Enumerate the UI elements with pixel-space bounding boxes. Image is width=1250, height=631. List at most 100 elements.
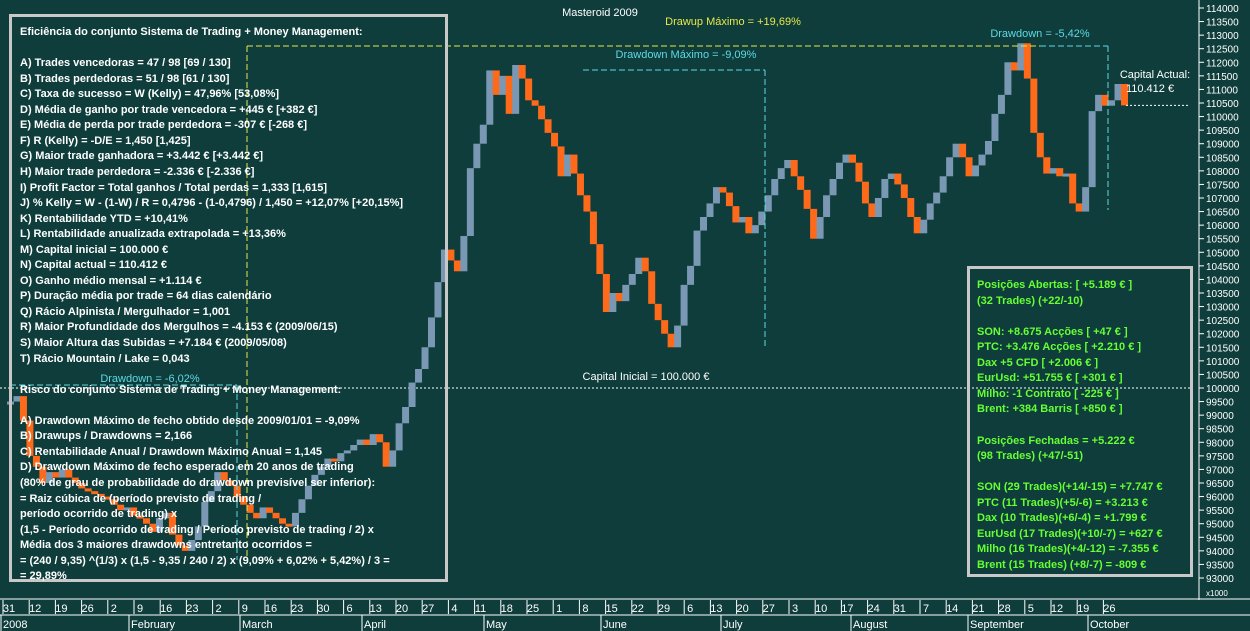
y-tick-label: 96500 (1206, 479, 1234, 490)
equity-bar (765, 195, 772, 211)
x-day-label: 4 (451, 603, 457, 615)
drawdown-recent-label: Drawdown = -5,42% (990, 28, 1090, 40)
y-tick-label: 105500 (1206, 235, 1240, 246)
position-line: EurUsd: +51.755 € [ +301 € ] (977, 371, 1123, 387)
x-day-label: 13 (710, 603, 722, 615)
x-day-label: 30 (317, 603, 329, 615)
efficiency-line: Risco do conjunto Sistema de Trading + M… (20, 383, 341, 399)
equity-bar (836, 163, 843, 179)
equity-bar (907, 198, 914, 217)
equity-bar (914, 217, 921, 233)
efficiency-line: = (240 / 9,35) ^(1/3) x (1,5 - 9,35 / 24… (20, 554, 390, 570)
equity-bar (979, 155, 986, 166)
equity-bar (603, 274, 610, 312)
efficiency-line: N) Capital actual = 110.412 € (20, 258, 167, 274)
y-tick-label: 113000 (1206, 31, 1239, 42)
efficiency-line: Q) Rácio Alpinista / Mergulhador = 1,001 (20, 305, 230, 321)
equity-bar (940, 176, 947, 192)
equity-bar (849, 155, 856, 163)
efficiency-line: J) % Kelly = W - (1-W) / R = 0,4796 - (1… (20, 196, 403, 212)
x-day-label: 19 (55, 603, 67, 615)
y-tick-label: 104500 (1206, 262, 1240, 273)
x-day-label: 15 (605, 603, 617, 615)
equity-bar (460, 236, 467, 271)
x-day-label: 12 (1051, 603, 1063, 615)
position-line: Brent: +384 Barris [ +850 € ] (977, 402, 1123, 418)
x-day-label: 25 (527, 603, 539, 615)
x-day-label: 26 (1103, 603, 1115, 615)
y-scale-label: x1000 (1206, 589, 1228, 598)
efficiency-line: K) Rentabilidade YTD = +10,41% (20, 212, 188, 228)
y-tick-label: 97500 (1206, 452, 1234, 463)
x-day-label: 20 (736, 603, 748, 615)
equity-bar (1024, 43, 1031, 78)
efficiency-line: D) Média de ganho por trade vencedora = … (20, 103, 317, 119)
y-tick-label: 101500 (1206, 343, 1240, 354)
equity-bar (1011, 62, 1018, 70)
x-day-label: 20 (396, 603, 408, 615)
equity-bar (1095, 95, 1102, 111)
x-day-label: 1 (556, 603, 562, 615)
equity-bar (687, 266, 694, 285)
equity-bar (1063, 174, 1070, 177)
y-tick-label: 108500 (1206, 153, 1240, 164)
y-tick-label: 99500 (1206, 398, 1234, 409)
position-line: PTC: +3.476 Acções [ +2.210 € ] (977, 340, 1141, 356)
equity-bar (629, 274, 636, 285)
equity-bar (843, 155, 850, 163)
equity-bar (706, 203, 713, 217)
x-month-label: July (723, 619, 743, 631)
efficiency-line: = 29,89% (20, 569, 67, 585)
x-day-label: 14 (946, 603, 958, 615)
y-tick-label: 106500 (1206, 208, 1240, 219)
equity-bar (454, 260, 461, 271)
y-tick-label: 95000 (1206, 520, 1234, 531)
equity-bar (953, 144, 960, 158)
equity-bar (862, 182, 869, 204)
efficiency-line: I) Profit Factor = Total ganhos / Total … (20, 181, 327, 197)
equity-bar (855, 163, 862, 182)
equity-bar (1030, 79, 1037, 133)
equity-bar (1108, 100, 1115, 105)
equity-bar (622, 285, 629, 301)
y-tick-label: 101000 (1206, 357, 1240, 368)
x-day-label: 31 (894, 603, 906, 615)
position-line: Milho: -1 Contrato [ -225 € ] (977, 387, 1119, 403)
equity-bar (493, 70, 500, 94)
x-day-label: 5 (1028, 603, 1034, 615)
equity-bar (564, 155, 571, 177)
position-line: (32 Trades) (+22/-10) (977, 294, 1083, 310)
position-line: Dax +5 CFD [ +2.006 € ] (977, 356, 1098, 372)
equity-bar (642, 258, 649, 272)
position-line: (98 Trades) (+47/-51) (977, 449, 1083, 465)
y-tick-label: 107000 (1206, 194, 1240, 205)
equity-bar (1004, 62, 1011, 95)
position-line: Dax (10 Trades)(+6/-4) = +1.799 € (977, 511, 1147, 527)
y-tick-label: 98000 (1206, 438, 1234, 449)
capital-actual-label: Capital Actual: (1120, 69, 1190, 81)
y-tick-label: 108000 (1206, 167, 1240, 178)
equity-bar (797, 176, 804, 190)
equity-bar (966, 157, 973, 176)
drawup-label: Drawup Máximo = +19,69% (665, 16, 801, 28)
position-line: Brent (15 Trades) (+8/-7) = -809 € (977, 558, 1146, 574)
y-tick-label: 112500 (1206, 45, 1239, 56)
x-month-label: October (1090, 619, 1129, 631)
equity-bar (719, 187, 726, 192)
equity-bar (830, 179, 837, 195)
equity-bar (480, 125, 487, 144)
equity-bar (823, 195, 830, 217)
equity-bar (959, 144, 966, 158)
y-tick-label: 114000 (1206, 4, 1239, 15)
equity-bar (596, 244, 603, 274)
equity-bar (499, 76, 506, 95)
y-tick-label: 93500 (1206, 560, 1234, 571)
equity-bar (739, 217, 746, 222)
x-day-label: 24 (867, 603, 879, 615)
equity-bar (1017, 43, 1024, 70)
equity-bar (901, 184, 908, 198)
equity-bar (991, 114, 998, 141)
equity-bar (583, 195, 590, 211)
x-day-label: 17 (841, 603, 853, 615)
equity-bar (694, 231, 701, 266)
